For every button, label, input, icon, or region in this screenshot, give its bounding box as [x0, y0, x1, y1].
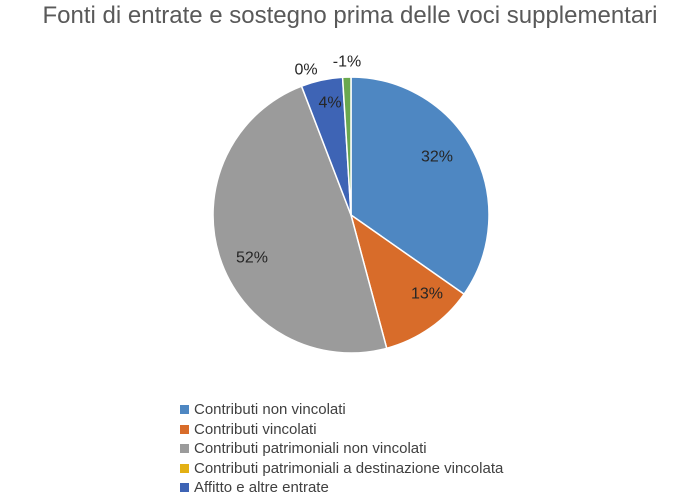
legend-label: Contributi non vincolati	[194, 401, 346, 419]
data-label: -1%	[333, 54, 361, 71]
legend-item-affitto-e-altre-entrate: Affitto e altre entrate	[180, 478, 503, 498]
legend-label: Contributi vincolati	[194, 420, 317, 438]
legend-swatch	[180, 483, 189, 493]
legend-swatch	[180, 444, 189, 454]
data-label: 0%	[294, 62, 317, 79]
legend-label: Contributi patrimoniali non vincolati	[194, 440, 427, 458]
legend-swatch	[180, 405, 189, 415]
legend-item-contributi-patrimoniali-a-destinazione-vincolata: Contributi patrimoniali a destinazione v…	[180, 459, 503, 479]
data-label: 4%	[318, 95, 341, 112]
legend: Contributi non vincolati Contributi vinc…	[180, 400, 503, 498]
data-label: 52%	[236, 250, 268, 267]
legend-swatch	[180, 424, 189, 434]
data-label: 13%	[411, 286, 443, 303]
chart-title: Fonti di entrate e sostegno prima delle …	[42, 2, 658, 29]
legend-item-contributi-vincolati: Contributi vincolati	[180, 420, 503, 440]
legend-label: Contributi patrimoniali a destinazione v…	[194, 459, 504, 477]
data-label: 32%	[421, 149, 453, 166]
pie-slice	[212, 85, 388, 354]
legend-swatch	[180, 463, 189, 473]
legend-label: Affitto e altre entrate	[194, 479, 329, 497]
pie-slice	[350, 76, 490, 295]
pie-slice	[341, 76, 352, 216]
pie-slice	[350, 214, 465, 350]
legend-item-contributi-non-vincolati: Contributi non vincolati	[180, 400, 503, 420]
legend-item-contributi-patrimoniali-non-vincolati: Contributi patrimoniali non vincolati	[180, 439, 503, 459]
